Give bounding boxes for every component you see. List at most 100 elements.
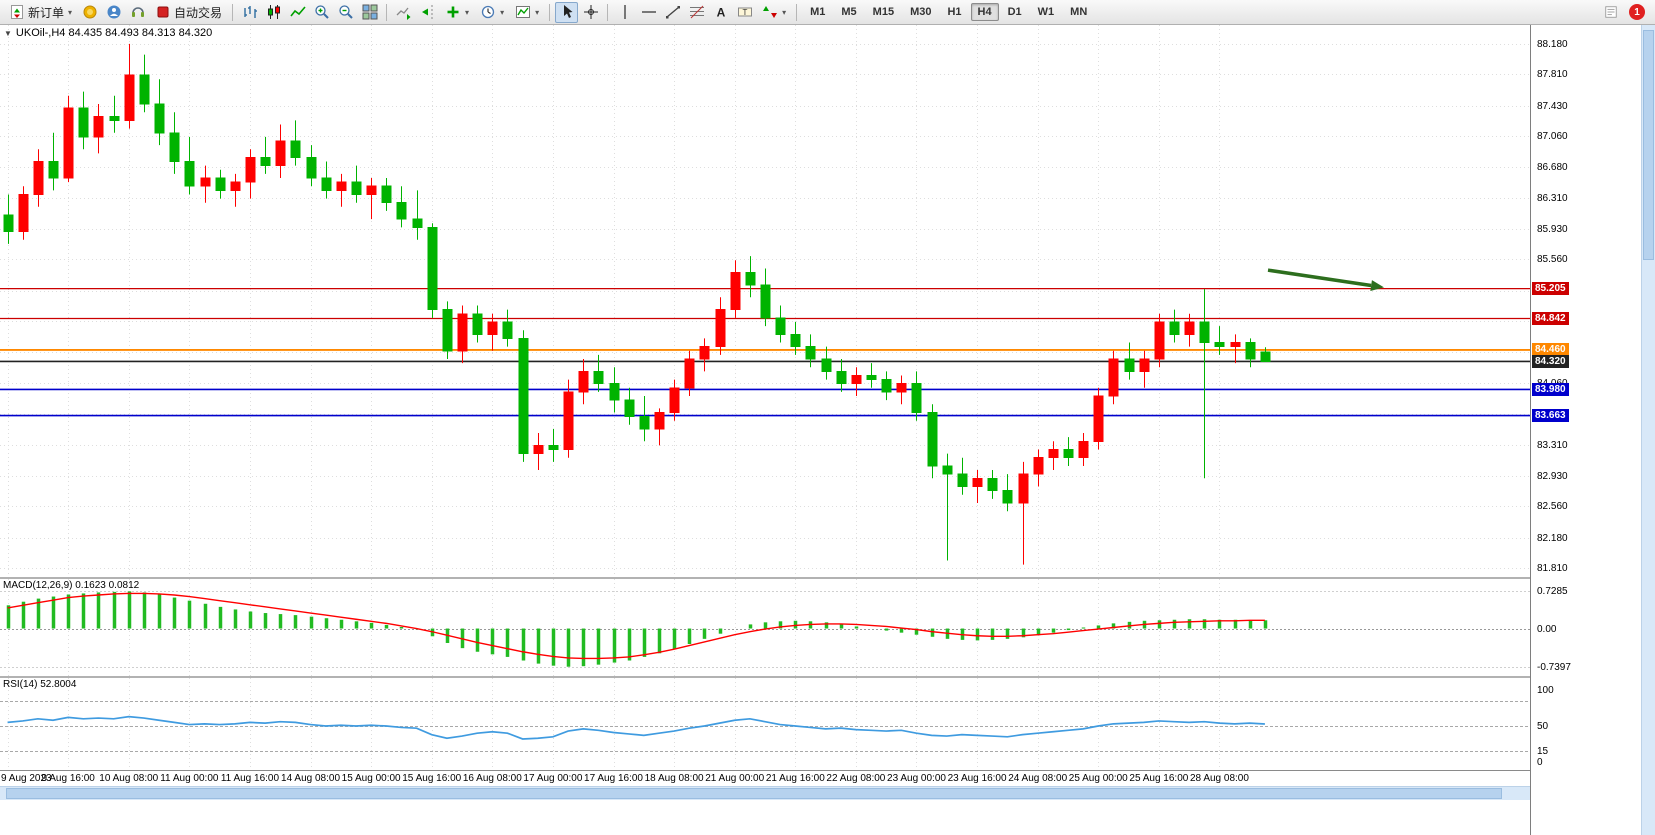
label-icon[interactable]: T: [733, 2, 756, 23]
new-order-button[interactable]: 新订单 ▾: [4, 2, 77, 23]
price-axis-label: 87.810: [1537, 69, 1568, 81]
auto-scroll-icon[interactable]: [392, 2, 415, 23]
price-axis-label: 100: [1537, 685, 1554, 696]
chart-dropdown-icon[interactable]: ▼: [4, 28, 12, 38]
trendline-icon[interactable]: [661, 2, 684, 23]
price-axis-label: 82.180: [1537, 532, 1568, 544]
templates-button[interactable]: ▾: [510, 2, 544, 23]
price-axis-label: 0.7285: [1537, 585, 1568, 597]
price-axis-label: 81.810: [1537, 562, 1568, 574]
periods-button[interactable]: ▾: [475, 2, 509, 23]
horizontal-line-icon[interactable]: [637, 2, 660, 23]
chart-shift-icon[interactable]: [416, 2, 439, 23]
timeframe-button-d1[interactable]: D1: [1007, 6, 1022, 18]
text-icon[interactable]: A: [709, 2, 732, 23]
rsi-pane[interactable]: RSI(14) 52.8004: [0, 678, 1530, 770]
timeframe-button-m1[interactable]: M1: [810, 6, 826, 18]
notifications-badge[interactable]: 1: [1629, 4, 1645, 20]
bars-chart-icon[interactable]: [238, 2, 261, 23]
price-axis-label: 87.060: [1537, 131, 1568, 143]
news-icon[interactable]: [1599, 2, 1622, 23]
zoom-in-icon[interactable]: [310, 2, 333, 23]
horizontal-scrollbar[interactable]: [0, 786, 1530, 800]
price-axis-label: 85.560: [1537, 254, 1568, 266]
timeframe-button-m15[interactable]: M15: [872, 6, 895, 18]
pane-splitter[interactable]: [0, 676, 1530, 678]
chart-title: ▼ UKOil-,H4 84.435 84.493 84.313 84.320: [4, 27, 212, 39]
main-chart-canvas[interactable]: [0, 25, 1530, 577]
price-axis-label: 0: [1537, 757, 1543, 768]
time-axis-label: 22 Aug 08:00: [826, 773, 886, 784]
time-axis-label: 15 Aug 00:00: [341, 773, 401, 784]
vertical-line-icon[interactable]: [613, 2, 636, 23]
macd-pane[interactable]: MACD(12,26,9) 0.1623 0.0812: [0, 579, 1530, 676]
main-chart-pane[interactable]: ▼ UKOil-,H4 84.435 84.493 84.313 84.320: [0, 25, 1530, 577]
support-headset-icon[interactable]: [126, 2, 149, 23]
time-axis-label: 28 Aug 08:00: [1189, 773, 1249, 784]
candles-chart-icon[interactable]: [262, 2, 285, 23]
price-line-badge: 85.205: [1532, 282, 1569, 296]
time-axis-label: 11 Aug 00:00: [160, 773, 219, 784]
timeframe-group: M1 M5 M15 M30 H1 H4 D1 W1 MN: [802, 3, 1095, 21]
price-line-badge: 84.320: [1532, 354, 1569, 368]
time-axis-label: 17 Aug 00:00: [523, 773, 583, 784]
toolbar-separator: [549, 3, 551, 21]
chart-title-text: UKOil-,H4 84.435 84.493 84.313 84.320: [15, 27, 213, 39]
indicators-button[interactable]: ▾: [440, 2, 474, 23]
price-axis[interactable]: 88.180 87.810 87.430 87.060 86.680 86.310 85.9…: [1530, 25, 1641, 835]
price-axis-label: 82.560: [1537, 501, 1568, 513]
price-axis-label: 15: [1537, 746, 1549, 758]
chevron-down-icon: ▾: [68, 7, 73, 17]
time-axis-label: 21 Aug 16:00: [765, 773, 825, 784]
time-axis-label: 23 Aug 16:00: [947, 773, 1007, 784]
tile-windows-icon[interactable]: [358, 2, 381, 23]
timeframe-button-m30[interactable]: M30: [910, 6, 932, 18]
fibonacci-icon[interactable]: [685, 2, 708, 23]
price-axis-label: 87.430: [1537, 100, 1568, 112]
toolbar-separator: [232, 3, 234, 21]
time-axis[interactable]: 9 Aug 2023 9 Aug 16:00 10 Aug 08:00 11 Aug …: [0, 770, 1530, 786]
timeframe-button-w1[interactable]: W1: [1037, 6, 1055, 18]
price-line-badge: 84.460: [1532, 343, 1569, 357]
macd-title: MACD(12,26,9) 0.1623 0.0812: [3, 580, 140, 591]
rsi-canvas[interactable]: [0, 678, 1530, 770]
time-axis-label: 15 Aug 16:00: [402, 773, 462, 784]
time-axis-label: 18 Aug 08:00: [644, 773, 704, 784]
community-icon[interactable]: [102, 2, 125, 23]
time-axis-label: 25 Aug 00:00: [1068, 773, 1128, 784]
chart-panes: ▼ UKOil-,H4 84.435 84.493 84.313 84.320 …: [0, 25, 1530, 835]
time-axis-label: 9 Aug 2023: [1, 773, 52, 784]
chevron-down-icon: ▾: [782, 7, 787, 17]
arrows-shape-icon: [763, 6, 778, 18]
price-axis-label: 83.310: [1537, 439, 1568, 451]
horizontal-scrollbar-thumb[interactable]: [6, 788, 1502, 799]
auto-trading-button[interactable]: 自动交易: [150, 2, 227, 23]
toolbar-separator: [796, 3, 798, 21]
timeframe-button-h4[interactable]: H4: [970, 3, 999, 21]
toolbar-separator: [607, 3, 609, 21]
vertical-scrollbar[interactable]: [1641, 25, 1655, 835]
macd-canvas[interactable]: [0, 579, 1530, 676]
price-axis-label: 85.930: [1537, 224, 1568, 236]
timeframe-button-mn[interactable]: MN: [1070, 6, 1088, 18]
zoom-out-icon[interactable]: [334, 2, 357, 23]
line-chart-icon[interactable]: [286, 2, 309, 23]
pane-splitter[interactable]: [0, 577, 1530, 579]
toolbar-separator: [386, 3, 388, 21]
cursor-icon[interactable]: [555, 1, 579, 23]
price-axis-label: 82.930: [1537, 470, 1568, 482]
crosshair-icon[interactable]: [579, 2, 602, 23]
price-line-badge: 83.980: [1532, 382, 1569, 396]
shapes-button[interactable]: ▾: [757, 2, 791, 23]
chart-window: ▼ UKOil-,H4 84.435 84.493 84.313 84.320 …: [0, 25, 1655, 835]
chevron-down-icon: ▾: [535, 7, 540, 17]
time-axis-label: 16 Aug 08:00: [462, 773, 522, 784]
price-line-badge: 83.663: [1532, 409, 1569, 422]
timeframe-button-h1[interactable]: H1: [947, 6, 962, 18]
market-icon[interactable]: [78, 2, 101, 23]
chevron-down-icon: ▾: [500, 7, 505, 17]
timeframe-button-m5[interactable]: M5: [841, 6, 857, 18]
time-axis-label: 17 Aug 16:00: [584, 773, 643, 784]
time-axis-label: 10 Aug 08:00: [99, 773, 159, 784]
vertical-scrollbar-thumb[interactable]: [1643, 30, 1654, 260]
